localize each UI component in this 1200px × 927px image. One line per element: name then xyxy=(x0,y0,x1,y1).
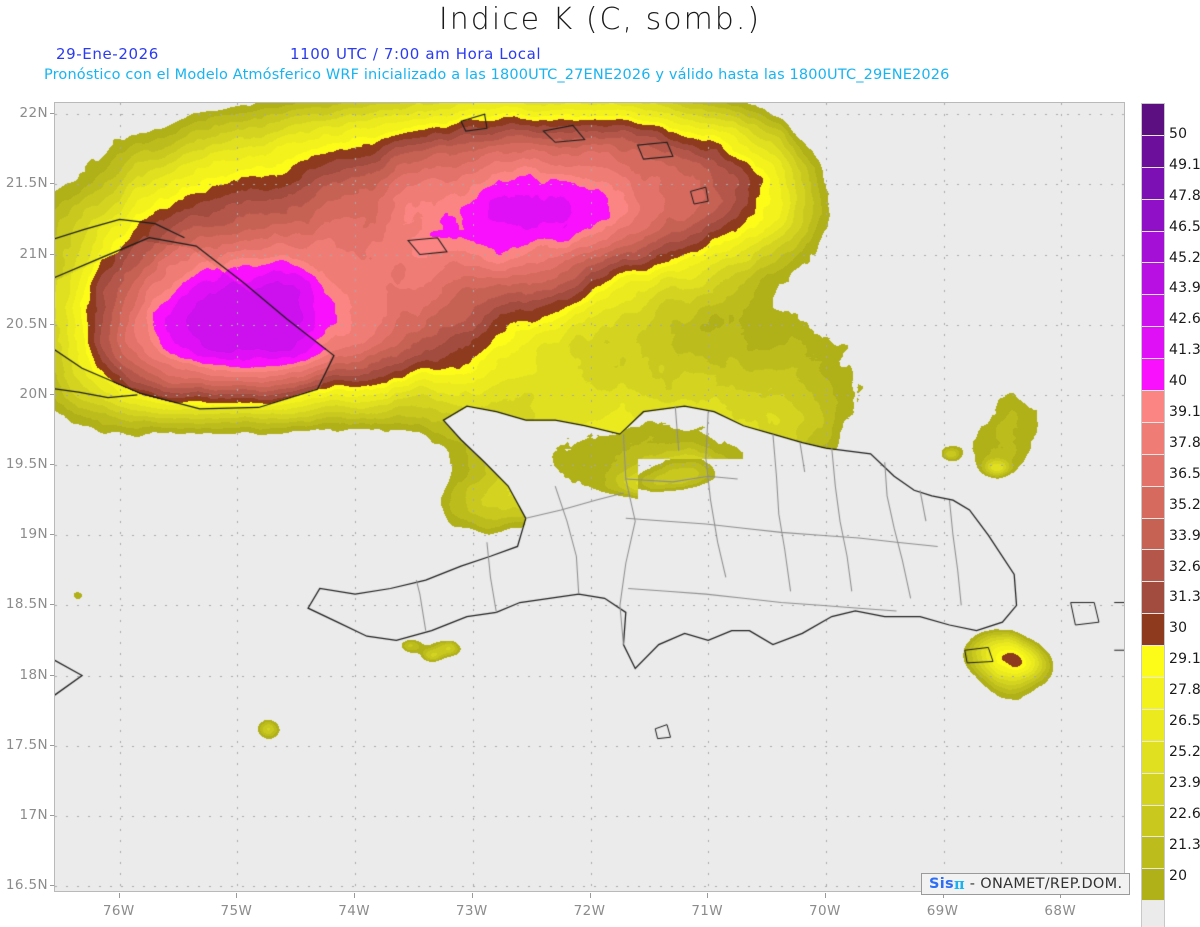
pi-symbol-icon: π xyxy=(953,875,965,893)
colorbar-cell xyxy=(1142,104,1164,136)
longitude-tick-label: 73W xyxy=(455,903,488,919)
latitude-tick-label: 19.5N xyxy=(5,456,48,473)
longitude-tick-mark xyxy=(824,893,826,898)
colorbar-tick-label: 27.8 xyxy=(1169,682,1200,699)
colorbar-cell xyxy=(1142,167,1164,200)
colorbar-tick-label: 49.1 xyxy=(1169,156,1200,173)
map-plot-area[interactable] xyxy=(54,102,1125,892)
colorbar-cell xyxy=(1142,231,1164,264)
latitude-tick-label: 22N xyxy=(19,105,48,122)
longitude-tick-label: 71W xyxy=(691,903,724,919)
longitude-tick-label: 74W xyxy=(338,903,370,919)
colorbar-cell xyxy=(1142,263,1164,296)
colorbar-cell xyxy=(1142,614,1164,647)
longitude-tick-mark xyxy=(354,893,356,898)
longitude-tick-label: 76W xyxy=(102,903,135,919)
longitude-tick-mark xyxy=(471,893,473,898)
colorbar-tick-label: 37.8 xyxy=(1169,434,1200,451)
colorbar-cell xyxy=(1142,518,1164,551)
colorbar[interactable] xyxy=(1141,103,1165,927)
colorbar-tick-label: 20 xyxy=(1169,867,1188,884)
colorbar-cell xyxy=(1142,199,1164,232)
colorbar-cell xyxy=(1142,295,1164,328)
longitude-tick-label: 68W xyxy=(1044,903,1077,919)
latitude-tick-label: 16.5N xyxy=(5,876,48,893)
latitude-tick-label: 18.5N xyxy=(5,596,48,613)
agency-text: - ONAMET/REP.DOM. xyxy=(969,876,1123,892)
latitude-tick-label: 20.5N xyxy=(5,315,48,332)
longitude-tick-label: 69W xyxy=(926,903,959,919)
colorbar-cell xyxy=(1142,486,1164,519)
attribution-badge: Sis π - ONAMET/REP.DOM. xyxy=(921,873,1131,895)
colorbar-tick-label: 32.6 xyxy=(1169,558,1200,575)
colorbar-tick-label: 50 xyxy=(1169,125,1188,142)
latitude-tick-label: 17.5N xyxy=(5,736,48,753)
colorbar-cell xyxy=(1142,709,1164,742)
colorbar-cell xyxy=(1142,741,1164,774)
colorbar-cell xyxy=(1142,327,1164,360)
colorbar-cell xyxy=(1142,454,1164,487)
model-run-note: Pronóstico con el Modelo Atmósferico WRF… xyxy=(44,67,950,83)
colorbar-tick-label: 41.3 xyxy=(1169,342,1200,359)
colorbar-tick-label: 36.5 xyxy=(1169,465,1200,482)
colorbar-tick-label: 46.5 xyxy=(1169,218,1200,235)
colorbar-cell xyxy=(1142,582,1164,615)
colorbar-cell xyxy=(1142,678,1164,710)
colorbar-tick-label: 26.5 xyxy=(1169,713,1200,729)
colorbar-tick-label: 42.6 xyxy=(1169,311,1200,328)
colorbar-cell xyxy=(1142,359,1164,392)
longitude-tick-label: 75W xyxy=(220,903,253,919)
colorbar-cell xyxy=(1142,837,1164,870)
colorbar-cell xyxy=(1142,646,1164,679)
colorbar-tick-label: 40 xyxy=(1169,373,1188,390)
latitude-tick-label: 17N xyxy=(19,806,48,823)
coastline-overlay xyxy=(55,103,1124,891)
longitude-tick-label: 72W xyxy=(573,903,606,919)
colorbar-cell xyxy=(1142,135,1164,168)
header-subline: 29-Ene-2026 1100 UTC / 7:00 am Hora Loca… xyxy=(0,45,1200,65)
latitude-tick-label: 21.5N xyxy=(5,175,48,192)
colorbar-cell xyxy=(1142,869,1164,902)
forecast-date: 29-Ene-2026 xyxy=(56,45,159,63)
colorbar-tick-label: 25.2 xyxy=(1169,743,1200,760)
colorbar-tick-label: 30 xyxy=(1169,620,1188,637)
colorbar-tick-label: 43.9 xyxy=(1169,280,1200,297)
colorbar-tick-label: 39.1 xyxy=(1169,404,1200,420)
colorbar-tick-label: 21.3 xyxy=(1169,836,1200,853)
colorbar-tick-label: 29.1 xyxy=(1169,651,1200,668)
colorbar-tick-label: 45.2 xyxy=(1169,249,1200,266)
longitude-tick-mark xyxy=(589,893,591,898)
colorbar-tick-label: 35.2 xyxy=(1169,496,1200,513)
colorbar-cell xyxy=(1142,550,1164,583)
latitude-tick-label: 19N xyxy=(19,526,48,543)
colorbar-cell xyxy=(1142,773,1164,806)
colorbar-tick-label: 33.9 xyxy=(1169,527,1200,544)
longitude-tick-mark xyxy=(118,893,120,898)
forecast-time: 1100 UTC / 7:00 am Hora Local xyxy=(290,45,542,63)
latitude-tick-label: 18N xyxy=(19,666,48,683)
latitude-tick-label: 21N xyxy=(19,245,48,262)
page-title: Indice K (C, somb.) xyxy=(438,2,762,37)
latitude-tick-label: 20N xyxy=(19,385,48,402)
colorbar-cell xyxy=(1142,901,1164,927)
brand-text: Sis xyxy=(929,876,954,892)
colorbar-tick-label: 31.3 xyxy=(1169,589,1200,606)
colorbar-tick-label: 47.8 xyxy=(1169,187,1200,204)
longitude-tick-mark xyxy=(236,893,238,898)
longitude-tick-label: 70W xyxy=(809,903,841,919)
colorbar-tick-label: 23.9 xyxy=(1169,774,1200,791)
colorbar-tick-label: 22.6 xyxy=(1169,805,1200,822)
colorbar-cell xyxy=(1142,805,1164,838)
longitude-tick-mark xyxy=(707,893,709,898)
colorbar-cell xyxy=(1142,422,1164,455)
colorbar-cell xyxy=(1142,391,1164,423)
